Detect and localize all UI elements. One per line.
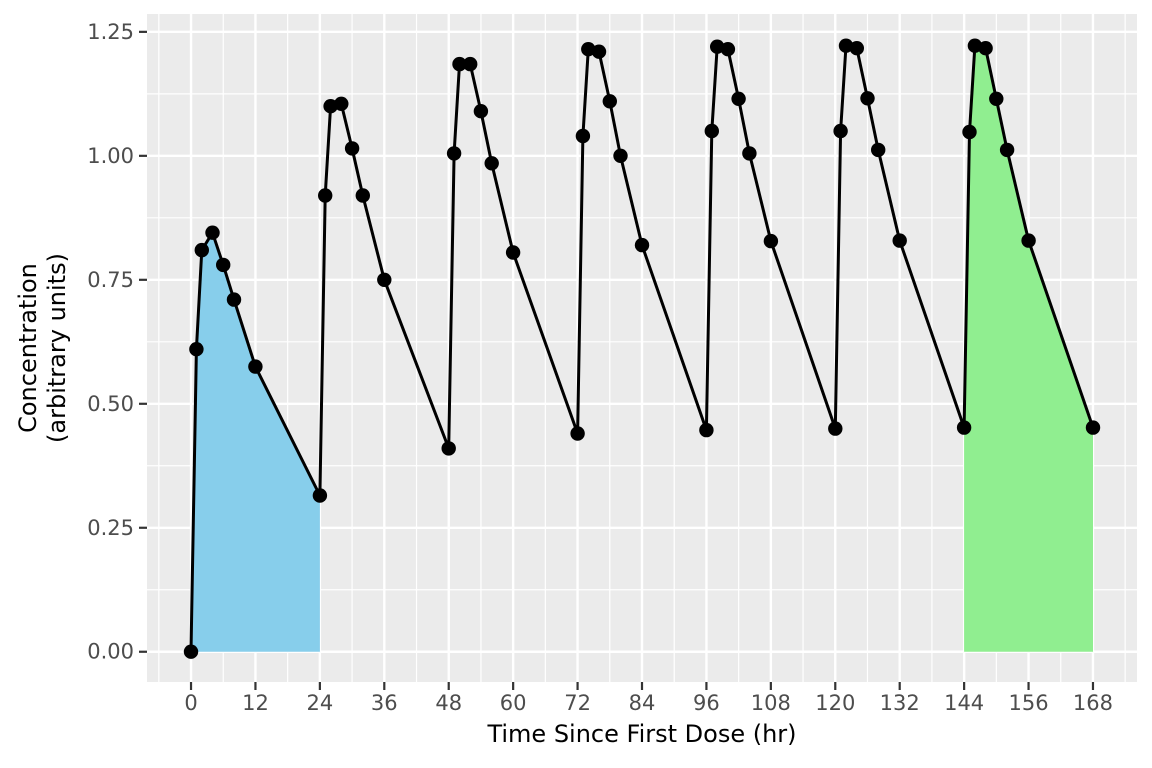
data-point (699, 422, 714, 438)
data-point (570, 426, 585, 441)
data-point (828, 421, 843, 436)
x-tick-label: 108 (751, 691, 791, 715)
y-tick-label: 0.75 (87, 268, 134, 292)
data-point (962, 124, 977, 140)
data-point (344, 141, 360, 156)
data-point (892, 233, 907, 248)
y-axis-title: Concentration (arbitrary units) (14, 253, 71, 443)
data-point (591, 44, 607, 59)
x-tick-label: 0 (184, 691, 197, 715)
data-point (999, 142, 1015, 158)
data-point (1021, 233, 1036, 248)
data-point (860, 91, 875, 106)
y-tick-label: 1.25 (87, 20, 134, 44)
data-point (194, 242, 209, 258)
data-point (704, 123, 719, 139)
last-dose-interval-auc (964, 45, 1093, 652)
x-tick-label: 156 (1009, 691, 1049, 715)
data-point (334, 96, 349, 112)
data-point (575, 128, 591, 144)
y-tick-label: 0.25 (87, 516, 134, 540)
x-tick-label: 24 (307, 691, 334, 715)
x-tick-label: 144 (944, 691, 984, 715)
x-tick-label: 60 (500, 691, 527, 715)
data-point (441, 441, 456, 456)
data-point (505, 245, 521, 260)
data-point (183, 644, 199, 659)
data-point (833, 123, 848, 139)
data-point (377, 272, 392, 287)
data-point (849, 41, 864, 56)
data-point (978, 41, 993, 56)
data-point (189, 342, 204, 357)
concentration-curve (189, 44, 1095, 652)
data-point (602, 94, 617, 109)
data-point (838, 38, 854, 53)
data-point (720, 42, 736, 57)
data-point (323, 99, 338, 114)
x-tick-label: 132 (880, 691, 920, 715)
data-point (463, 56, 478, 72)
data-point (989, 91, 1004, 107)
y-tick-label: 0.50 (87, 392, 134, 416)
data-point (742, 146, 757, 161)
data-point (312, 488, 328, 503)
data-point (731, 91, 746, 107)
x-tick-label: 36 (371, 691, 398, 715)
data-point (871, 142, 886, 158)
data-point (248, 359, 263, 374)
data-point (484, 156, 499, 171)
first-dose-interval-auc (191, 232, 320, 652)
data-point (318, 188, 333, 203)
data-point (452, 56, 467, 72)
x-tick-label: 48 (435, 691, 462, 715)
data-point (634, 237, 650, 253)
x-tick-label: 12 (242, 691, 269, 715)
data-point (1085, 420, 1101, 435)
data-point (613, 148, 628, 163)
data-point (473, 104, 489, 119)
data-point (956, 420, 972, 435)
data-point (763, 233, 779, 249)
x-tick-label: 168 (1073, 691, 1113, 715)
y-tick-label: 1.00 (87, 144, 134, 168)
x-tick-label: 72 (564, 691, 591, 715)
x-tick-label: 120 (815, 691, 855, 715)
data-point (355, 188, 370, 203)
data-point (446, 146, 462, 161)
y-tick-label: 0.00 (87, 640, 134, 664)
x-tick-label: 84 (629, 691, 656, 715)
x-tick-label: 96 (693, 691, 720, 715)
data-point (205, 225, 220, 240)
data-point (216, 257, 231, 273)
x-axis-title: Time Since First Dose (hr) (487, 720, 797, 748)
data-point (226, 292, 242, 307)
